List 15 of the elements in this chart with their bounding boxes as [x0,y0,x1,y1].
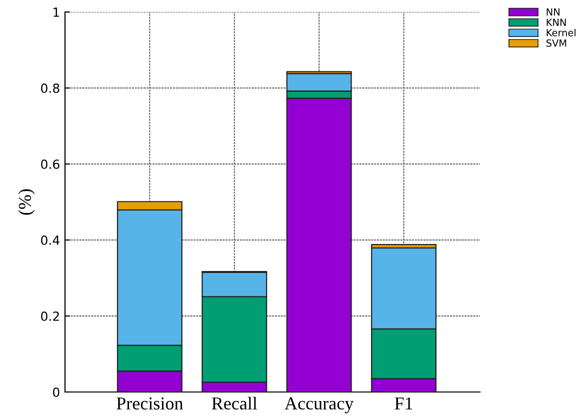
legend-label: NN [546,8,560,16]
y-tick-label: 0.6 [41,159,60,169]
legend-label: Kernel [546,28,576,36]
y-axis-title: (%) [18,189,35,215]
x-tick-label: Recall [212,396,258,410]
legend-label: KNN [546,18,566,26]
x-tick-label: Precision [116,397,184,410]
y-tick-label: 0.4 [41,235,60,245]
x-tick-label: F1 [394,397,412,410]
y-tick-label: 0.2 [41,311,59,321]
y-tick-label: 0.8 [41,83,60,93]
legend-label: SVM [546,39,566,47]
x-tick-label: Accuracy [284,397,354,414]
y-tick-label: 1 [54,8,59,17]
y-tick-label: 0 [53,387,60,397]
